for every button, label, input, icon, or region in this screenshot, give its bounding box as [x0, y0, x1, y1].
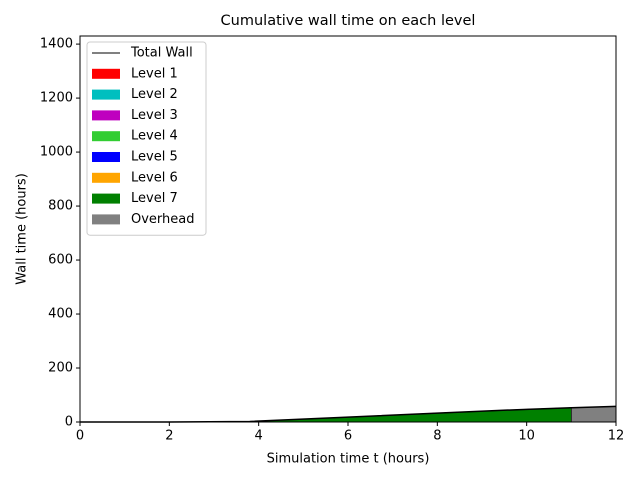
y-tick-label: 1000	[40, 145, 73, 160]
legend-swatch	[92, 214, 120, 225]
legend-label: Level 3	[131, 108, 178, 123]
legend-label: Level 2	[131, 87, 178, 102]
x-tick-label: 8	[433, 429, 441, 444]
legend-swatch	[92, 110, 120, 121]
y-tick-label: 400	[48, 307, 73, 322]
y-tick-label: 1400	[40, 37, 73, 52]
x-tick-label: 12	[608, 429, 625, 444]
legend-swatch	[92, 89, 120, 100]
x-tick-label: 6	[344, 429, 352, 444]
legend-swatch	[92, 152, 120, 162]
legend-label: Level 7	[131, 191, 178, 206]
legend-label: Level 6	[131, 170, 178, 185]
legend-label: Level 1	[131, 66, 178, 81]
chart-title: Cumulative wall time on each level	[221, 13, 476, 29]
y-tick-label: 200	[48, 361, 73, 376]
x-tick-label: 2	[165, 429, 173, 444]
legend-swatch	[92, 68, 120, 79]
x-tick-label: 10	[518, 429, 535, 444]
y-tick-label: 0	[65, 415, 73, 430]
x-tick-label: 0	[76, 429, 84, 444]
legend: Total Wall Level 1 Level 2 Level 3 Level 4 Le…	[86, 41, 207, 236]
y-tick-label: 600	[48, 253, 73, 268]
y-axis-label: Wall time (hours)	[15, 173, 30, 285]
legend-label: Total Wall	[130, 46, 193, 61]
legend-label: Overhead	[131, 212, 195, 227]
x-tick-label: 4	[255, 429, 263, 444]
x-axis-label: Simulation time t (hours)	[267, 452, 430, 467]
legend-label: Level 5	[131, 150, 178, 165]
legend-swatch	[92, 131, 120, 142]
legend-swatch	[92, 193, 120, 204]
y-tick-label: 1200	[40, 91, 73, 106]
y-tick-label: 800	[48, 199, 73, 214]
legend-label: Level 4	[131, 129, 178, 144]
legend-swatch	[92, 172, 120, 183]
